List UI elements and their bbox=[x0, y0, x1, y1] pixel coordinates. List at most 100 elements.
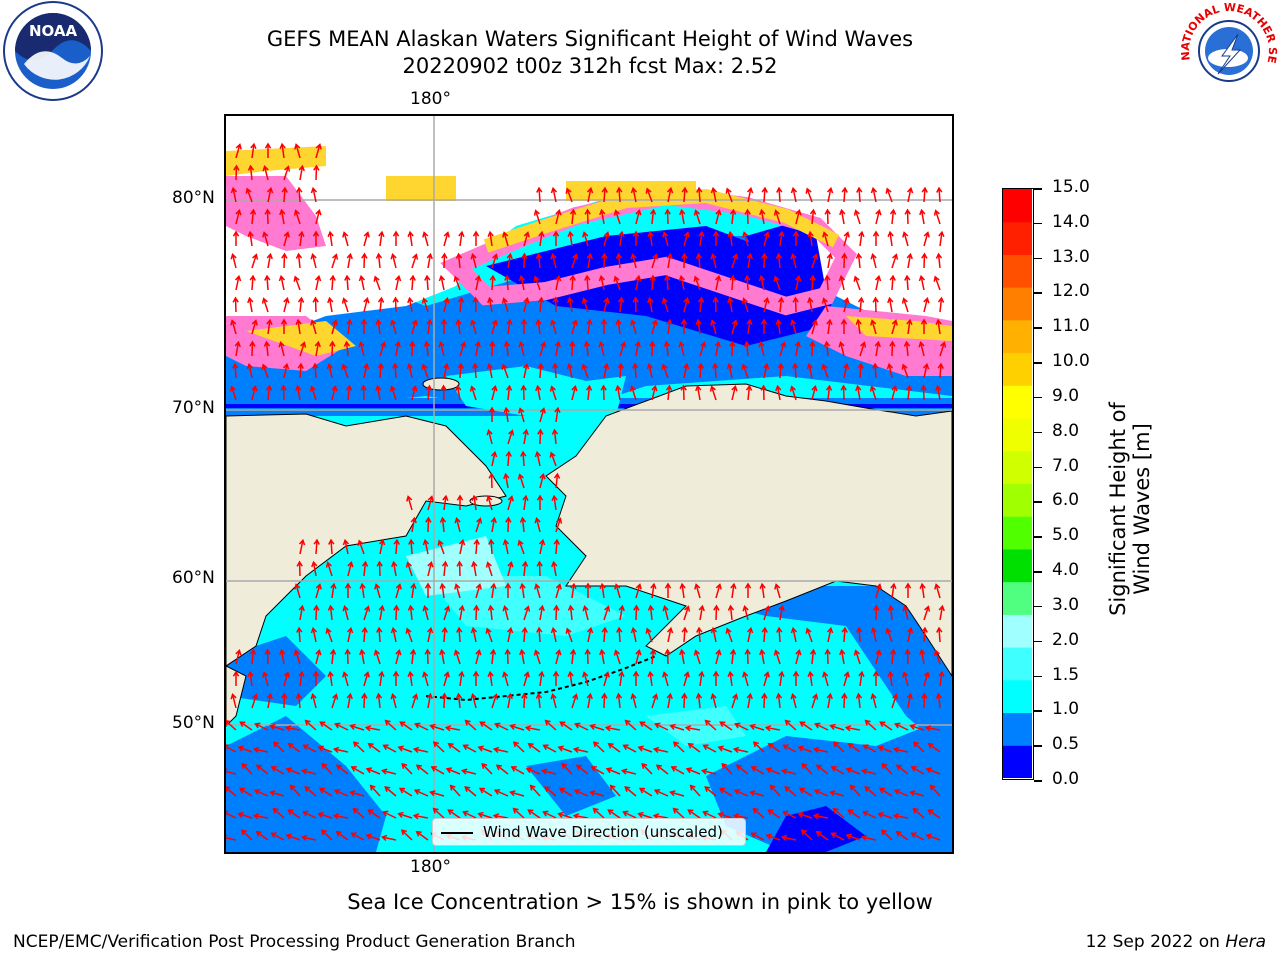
wave-arrow bbox=[889, 672, 893, 687]
wave-arrow bbox=[840, 210, 845, 225]
wave-arrow bbox=[907, 320, 911, 335]
wave-arrow bbox=[937, 253, 941, 269]
wave-height-map bbox=[224, 114, 954, 854]
wave-arrow bbox=[711, 694, 717, 709]
wave-arrow-head bbox=[746, 692, 753, 700]
wave-arrow-head bbox=[924, 725, 932, 732]
wave-arrow bbox=[889, 605, 893, 621]
colorbar-swatch bbox=[1003, 712, 1032, 746]
wave-arrow-head bbox=[486, 362, 494, 370]
wave-arrow-head bbox=[702, 810, 709, 817]
wave-arrow-head bbox=[794, 274, 802, 282]
wave-arrow bbox=[379, 232, 383, 247]
wave-arrow bbox=[347, 254, 352, 269]
wave-arrow-head bbox=[517, 539, 524, 546]
wave-arrow bbox=[231, 254, 237, 269]
wave-arrow-head bbox=[390, 626, 398, 634]
wave-arrow-head bbox=[294, 583, 301, 590]
wave-arrow bbox=[736, 764, 749, 775]
wave-arrow bbox=[777, 320, 781, 335]
wave-arrow-head bbox=[505, 450, 512, 457]
wave-arrow-head bbox=[567, 604, 575, 611]
wave-arrow bbox=[617, 320, 621, 335]
wave-arrow-head bbox=[361, 560, 369, 567]
wave-arrow bbox=[699, 297, 703, 313]
colorbar-swatches bbox=[1003, 189, 1032, 778]
wave-arrow-head bbox=[892, 253, 899, 260]
wave-arrow-head bbox=[539, 473, 546, 480]
wave-arrow bbox=[423, 606, 429, 621]
wave-arrow bbox=[651, 320, 657, 335]
wave-arrow-head bbox=[634, 274, 642, 282]
wave-arrow-head bbox=[512, 807, 519, 814]
wave-arrow-head bbox=[367, 742, 374, 749]
wave-arrow-head bbox=[536, 560, 543, 567]
wave-arrow-head bbox=[536, 186, 543, 193]
wave-arrow bbox=[831, 766, 845, 775]
wave-arrow-head bbox=[456, 494, 464, 501]
wave-arrow bbox=[683, 232, 689, 247]
wave-arrow-head bbox=[581, 297, 588, 304]
wave-arrow bbox=[760, 210, 765, 225]
wave-arrow bbox=[254, 814, 269, 819]
wave-arrow-head bbox=[855, 384, 862, 392]
wave-arrow bbox=[858, 187, 861, 203]
wave-arrow bbox=[583, 232, 589, 247]
wave-arrow bbox=[280, 276, 285, 291]
wave-arrow bbox=[582, 364, 589, 379]
wave-arrow-head bbox=[380, 834, 388, 842]
wave-arrow bbox=[241, 829, 253, 841]
wave-arrow bbox=[846, 834, 861, 841]
wave-arrow-head bbox=[872, 362, 879, 369]
wave-arrow-head bbox=[350, 832, 357, 839]
wave-arrow-head bbox=[550, 253, 557, 260]
wave-arrow-head bbox=[613, 209, 620, 216]
wave-arrow bbox=[937, 320, 941, 335]
wave-arrow-head bbox=[249, 340, 256, 347]
wave-arrow-head bbox=[614, 583, 621, 590]
wave-arrow-head bbox=[441, 252, 448, 259]
wave-arrow bbox=[923, 672, 929, 687]
wave-arrow-head bbox=[318, 787, 326, 794]
wave-arrow-head bbox=[732, 746, 740, 754]
colorbar-tick-label: 0.0 bbox=[1052, 769, 1080, 789]
wave-arrow bbox=[537, 253, 541, 269]
wave-arrow-head bbox=[363, 297, 370, 304]
wave-arrow bbox=[632, 628, 637, 643]
wave-arrow bbox=[507, 320, 511, 335]
wave-arrow-head bbox=[698, 604, 705, 612]
wave-arrow bbox=[667, 694, 672, 709]
wave-arrow-head bbox=[503, 406, 510, 414]
wave-arrow-head bbox=[936, 186, 943, 193]
wave-arrow-head bbox=[841, 186, 848, 193]
wave-arrow bbox=[902, 298, 909, 313]
wave-arrow bbox=[408, 298, 413, 313]
wave-arrow bbox=[614, 650, 621, 665]
wave-arrow-head bbox=[761, 186, 768, 193]
wave-arrow bbox=[729, 672, 733, 687]
wave-arrow bbox=[622, 769, 637, 775]
wave-arrow-head bbox=[632, 296, 639, 303]
wave-arrow bbox=[555, 473, 559, 489]
wave-arrow bbox=[623, 811, 637, 819]
wave-arrow bbox=[671, 766, 685, 775]
wave-arrow bbox=[843, 672, 849, 687]
wave-arrow bbox=[667, 254, 672, 269]
wave-arrow bbox=[443, 496, 447, 511]
wave-arrow-head bbox=[717, 811, 724, 818]
wave-arrow bbox=[768, 743, 781, 753]
wave-arrow-head bbox=[826, 626, 834, 634]
wave-arrow bbox=[934, 210, 941, 225]
wave-arrow bbox=[761, 584, 765, 599]
wave-arrow bbox=[426, 275, 429, 291]
wave-arrow-head bbox=[524, 605, 531, 612]
wave-arrow bbox=[903, 606, 909, 621]
colorbar-swatch bbox=[1003, 548, 1032, 583]
wave-arrow-head bbox=[523, 671, 530, 678]
wave-arrow bbox=[603, 606, 610, 621]
wave-arrow bbox=[920, 210, 925, 225]
wave-arrow bbox=[494, 814, 509, 819]
wave-arrow bbox=[539, 408, 545, 423]
wave-arrow bbox=[411, 386, 417, 401]
wave-arrow-head bbox=[312, 230, 320, 237]
